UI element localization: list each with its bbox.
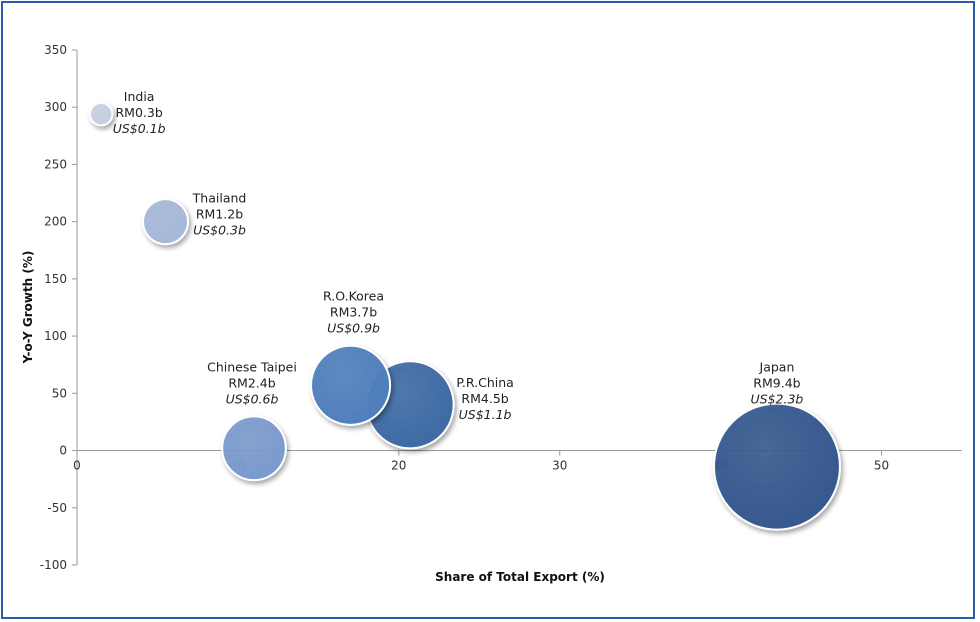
label-usd-chinese-taipei: US$0.6b [226,391,279,406]
label-name-chinese-taipei: Chinese Taipei [207,359,297,374]
x-tick-label: 0 [73,459,81,473]
label-rm-thailand: RM1.2b [196,207,243,222]
label-usd-p-r-china: US$1.1b [459,407,512,422]
y-tick-label: -50 [47,501,67,515]
label-usd-thailand: US$0.3b [193,223,246,238]
y-tick-label: 0 [59,444,67,458]
y-tick-label: 250 [44,157,67,171]
x-tick-label: 50 [874,459,889,473]
bubble-chinese-taipei [221,415,287,482]
label-name-p-r-china: P.R.China [456,375,513,390]
bubbles [88,101,841,531]
bubble-india [88,101,114,127]
label-name-thailand: Thailand [192,191,247,206]
x-axis-title: Share of Total Export (%) [435,570,605,584]
label-rm-japan: RM9.4b [753,376,800,391]
y-tick-label: 200 [44,215,67,229]
label-usd-india: US$0.1b [113,121,166,136]
y-tick-label: 50 [52,386,67,400]
bubble-japan [712,402,841,531]
y-axis-title: Y-o-Y Growth (%) [21,251,35,365]
label-name-r-o-korea: R.O.Korea [323,288,384,303]
label-rm-r-o-korea: RM3.7b [330,304,377,319]
y-tick-label: 300 [44,100,67,114]
bubble-r-o-korea [310,344,392,426]
label-rm-p-r-china: RM4.5b [461,391,508,406]
x-tick-label: 20 [391,459,406,473]
label-name-india: India [124,89,155,104]
y-tick-label: 100 [44,329,67,343]
y-tick-label: 150 [44,272,67,286]
label-rm-chinese-taipei: RM2.4b [228,375,275,390]
x-tick-label: 30 [552,459,567,473]
bubble-thailand [141,198,190,246]
label-name-japan: Japan [759,360,795,375]
y-tick-label: -100 [40,558,67,572]
label-rm-india: RM0.3b [115,105,162,120]
y-tick-label: 350 [44,43,67,57]
label-usd-japan: US$2.3b [751,392,804,407]
label-usd-r-o-korea: US$0.9b [327,320,380,335]
